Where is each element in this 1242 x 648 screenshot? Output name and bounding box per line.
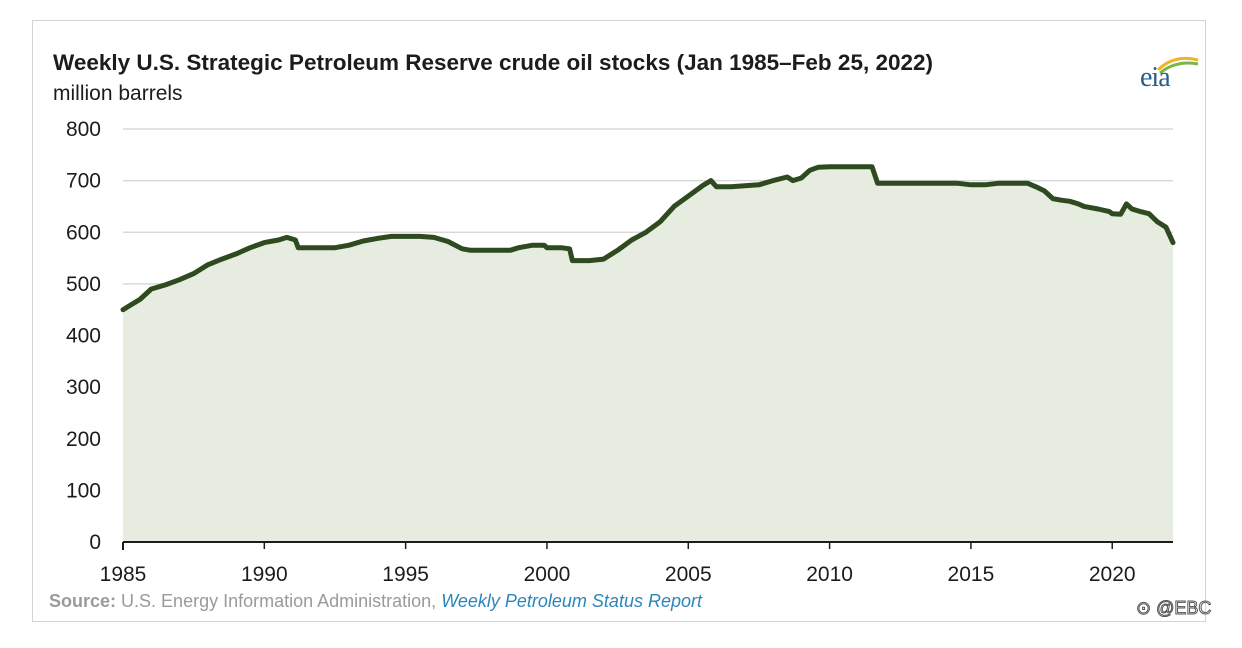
y-tick-label: 600 bbox=[66, 221, 101, 244]
x-tick-label: 1985 bbox=[100, 563, 147, 586]
area-fill bbox=[123, 166, 1173, 542]
y-tick-label: 700 bbox=[66, 170, 101, 193]
y-tick-label: 800 bbox=[66, 118, 101, 141]
y-tick-label: 300 bbox=[66, 376, 101, 399]
series-line bbox=[120, 164, 1176, 313]
x-tick-label: 1990 bbox=[241, 563, 288, 586]
chart-title: Weekly U.S. Strategic Petroleum Reserve … bbox=[53, 50, 934, 75]
y-tick-label: 400 bbox=[66, 325, 101, 348]
source-link[interactable]: Weekly Petroleum Status Report bbox=[441, 591, 702, 611]
source-text: U.S. Energy Information Administration, bbox=[121, 591, 437, 611]
y-tick-label: 100 bbox=[66, 479, 101, 502]
y-tick-label: 500 bbox=[66, 273, 101, 296]
x-tick-label: 2000 bbox=[524, 563, 571, 586]
watermark: ⊙ @EBC bbox=[1135, 598, 1212, 619]
y-tick-label: 0 bbox=[89, 531, 101, 554]
source-note: Source: U.S. Energy Information Administ… bbox=[49, 591, 702, 612]
eia-logo-text: eia bbox=[1140, 62, 1171, 93]
x-tick-label: 2015 bbox=[948, 563, 995, 586]
x-tick-label: 2010 bbox=[806, 563, 853, 586]
x-tick-label: 1995 bbox=[382, 563, 429, 586]
source-label: Source: bbox=[49, 591, 117, 611]
eia-logo-icon: eia bbox=[1140, 54, 1200, 98]
x-tick-label: 2005 bbox=[665, 563, 712, 586]
y-tick-label: 200 bbox=[66, 428, 101, 451]
x-tick-label: 2020 bbox=[1089, 563, 1136, 586]
chart-subtitle: million barrels bbox=[53, 82, 183, 105]
